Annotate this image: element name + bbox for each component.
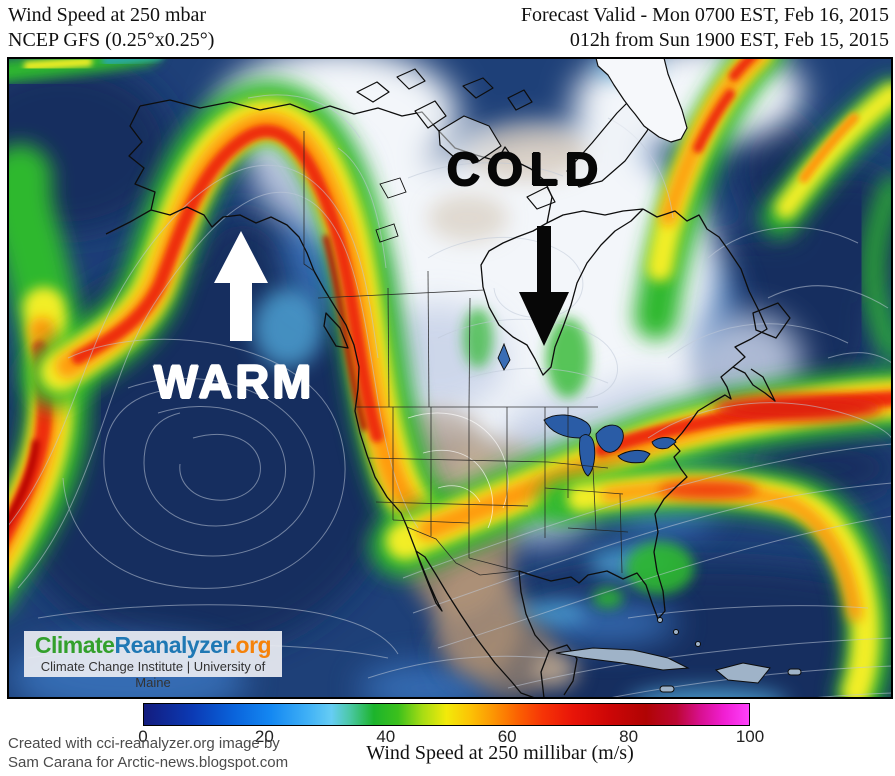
- map-title-block: Wind Speed at 250 mbar NCEP GFS (0.25°x0…: [8, 3, 214, 53]
- great-lakes: [375, 177, 677, 477]
- map-frame: [8, 58, 892, 698]
- credit-text: Created with cci-reanalyzer.org image by…: [8, 734, 288, 772]
- tick-80: 80: [619, 727, 639, 746]
- logo-subtitle: Climate Change Institute | University of…: [40, 659, 266, 690]
- forecast-init: 012h from Sun 1900 EST, Feb 15, 2015: [569, 29, 889, 51]
- colorbar-label: Wind Speed at 250 millibar (m/s): [366, 742, 634, 764]
- forecast-time-block: Forecast Valid - Mon 0700 EST, Feb 16, 2…: [521, 3, 889, 53]
- tick-40: 40: [376, 727, 396, 746]
- logo-climate: Climate: [34, 632, 115, 658]
- map-title: Wind Speed at 250 mbar: [8, 4, 207, 26]
- logo-title: ClimateReanalyzer.org: [24, 632, 282, 659]
- forecast-valid: Forecast Valid - Mon 0700 EST, Feb 16, 2…: [520, 4, 889, 26]
- tick-60: 60: [497, 727, 517, 746]
- header: Wind Speed at 250 mbar NCEP GFS (0.25°x0…: [0, 0, 895, 57]
- warm-arrow-up-icon: [214, 231, 268, 341]
- map-model: NCEP GFS (0.25°x0.25°): [8, 29, 215, 51]
- logo-reanalyzer: Reanalyzer: [114, 632, 230, 658]
- elevation-contours: [407, 412, 509, 529]
- caribbean-islands: [555, 617, 802, 693]
- map-canvas: [8, 58, 892, 698]
- weather-map: COLD WARM ClimateReanalyzer.org Climate …: [7, 57, 893, 699]
- credit-line-1: Created with cci-reanalyzer.org image by: [8, 735, 280, 752]
- logo-org: .org: [229, 632, 272, 658]
- coastlines: [105, 99, 791, 698]
- climate-reanalyzer-logo: ClimateReanalyzer.org Climate Change Ins…: [24, 631, 282, 690]
- arctic-islands: [356, 58, 688, 210]
- streamlines: [8, 94, 892, 698]
- warm-annotation: WARM: [153, 355, 315, 408]
- colorbar-ticks: 0 20 40 60 80 100: [138, 727, 764, 746]
- cold-arrow-down-icon: [519, 226, 569, 346]
- cold-annotation: COLD: [446, 143, 606, 195]
- jet-stream-bands: [8, 58, 892, 698]
- tick-100: 100: [735, 727, 765, 746]
- tick-0: 0: [138, 727, 148, 746]
- tick-20: 20: [254, 727, 274, 746]
- colorbar-gradient: [143, 703, 750, 726]
- green-wind-patches: [463, 308, 694, 608]
- credit-line-2: Sam Carana for Arctic-news.blogspot.com: [8, 754, 289, 771]
- political-borders: [303, 131, 629, 576]
